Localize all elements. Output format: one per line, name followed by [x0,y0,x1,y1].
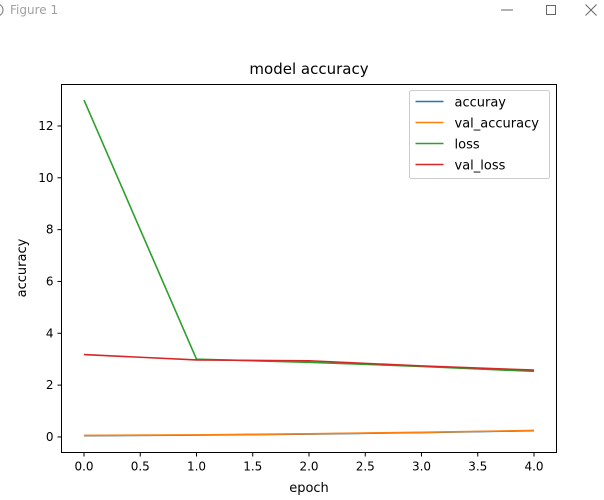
window-title: Figure 1 [10,3,59,17]
minimize-button[interactable] [486,0,530,22]
y-tick-label: 6 [46,274,54,288]
x-tick-label: 3.0 [412,460,431,474]
series-line-val-accuracy [83,429,535,437]
maximize-icon [546,5,556,15]
legend-box [409,90,550,179]
y-tick-label: 2 [46,378,54,392]
x-tick-label: 3.5 [468,460,487,474]
matplotlib-figure-icon [0,4,4,16]
x-tick-label: 2.5 [356,460,375,474]
y-tick-label: 8 [46,223,54,237]
x-tick-label: 4.0 [524,460,543,474]
axis-ticks: 0.0 0.5 1.0 1.5 2.0 2.5 3.0 3.5 4.0 0 2 4 6 8 10 12 [38,119,543,474]
axes-frame [61,84,557,453]
x-tick-label: 1.5 [243,460,262,474]
window-titlebar: Figure 1 [0,0,604,22]
legend-label: val_accuracy [455,117,540,132]
y-tick-label: 0 [46,430,54,444]
y-tick-label: 10 [38,171,53,185]
x-tick-label: 1.0 [187,460,206,474]
legend-label: loss [455,138,480,153]
y-axis-label: accuracy [15,238,30,297]
legend-label: accuray [455,96,507,111]
x-axis-label: epoch [289,481,329,496]
y-tick-label: 4 [46,326,54,340]
close-icon [585,4,597,16]
chart-title: model accuracy [249,60,368,78]
minimize-icon [501,9,513,11]
maximize-button[interactable] [530,0,574,22]
legend-label: val_loss [455,159,506,174]
series-line-val-loss [83,353,535,371]
x-tick-label: 0.5 [131,460,150,474]
close-button[interactable] [574,0,604,22]
figure-canvas: model accuracy epoch accuracy 0.0 0.5 1.0 1… [15,60,557,496]
x-tick-label: 0.0 [74,460,93,474]
x-tick-label: 2.0 [299,460,318,474]
y-tick-label: 12 [38,119,53,133]
plot-lines [83,99,535,437]
